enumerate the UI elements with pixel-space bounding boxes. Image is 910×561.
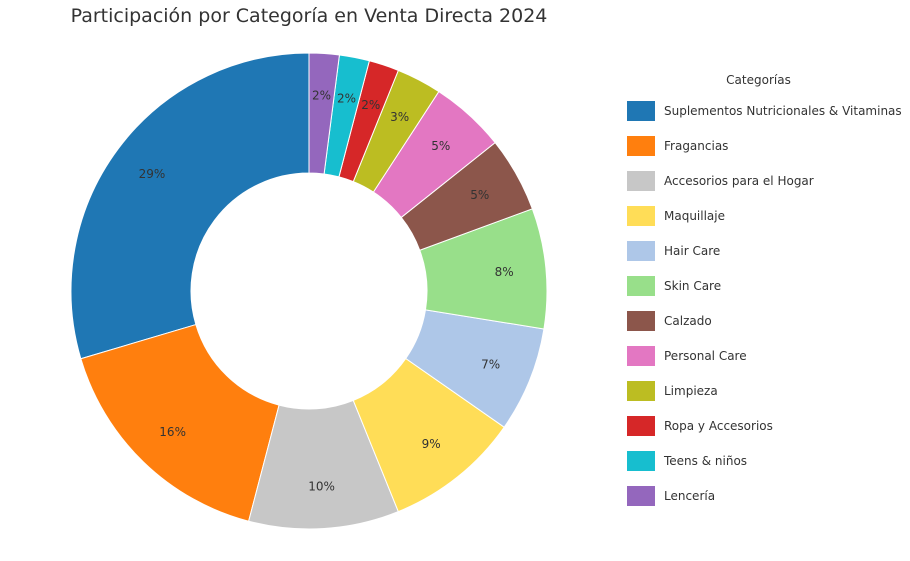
slice-label-9: 2% xyxy=(361,98,380,112)
legend-swatch xyxy=(627,276,655,296)
pie-slice-1 xyxy=(80,323,280,522)
legend-label: Teens & niños xyxy=(664,454,748,468)
legend-swatch xyxy=(627,311,655,331)
legend-item-8: Limpieza xyxy=(626,381,906,405)
legend-item-11: Lencería xyxy=(626,486,906,510)
legend-item-7: Personal Care xyxy=(626,346,906,370)
legend-item-5: Skin Care xyxy=(626,276,906,300)
slice-label-5: 8% xyxy=(495,265,514,279)
legend-label: Calzado xyxy=(664,314,712,328)
legend-swatch xyxy=(627,416,655,436)
legend-swatch xyxy=(627,171,655,191)
legend-swatch xyxy=(627,486,655,506)
legend-label: Skin Care xyxy=(664,279,722,293)
legend-item-0: Suplementos Nutricionales & Vitaminas xyxy=(626,101,906,125)
legend-label: Suplementos Nutricionales & Vitaminas xyxy=(664,104,902,118)
pie-slice-0 xyxy=(70,52,310,360)
legend-item-3: Maquillaje xyxy=(626,206,906,230)
slice-label-7: 5% xyxy=(431,139,450,153)
slice-label-11: 2% xyxy=(312,88,331,102)
legend-label: Lencería xyxy=(664,489,716,503)
legend-item-6: Calzado xyxy=(626,311,906,335)
legend-item-9: Ropa y Accesorios xyxy=(626,416,906,440)
legend-item-10: Teens & niños xyxy=(626,451,906,475)
legend-item-2: Accesorios para el Hogar xyxy=(626,171,906,195)
legend-swatch xyxy=(627,101,655,121)
legend-swatch xyxy=(627,241,655,261)
legend-label: Accesorios para el Hogar xyxy=(664,174,814,188)
legend-label: Personal Care xyxy=(664,349,747,363)
chart-title: Participación por Categoría en Venta Dir… xyxy=(70,5,548,27)
legend-swatch xyxy=(627,346,655,366)
slice-label-3: 9% xyxy=(422,437,441,451)
slice-label-4: 7% xyxy=(481,358,500,372)
legend-label: Hair Care xyxy=(664,244,721,258)
slice-label-1: 16% xyxy=(159,425,186,439)
legend-swatch xyxy=(627,136,655,156)
legend-label: Ropa y Accesorios xyxy=(664,419,773,433)
donut-chart: 29% 16% 10% 9% 7% 8% 5% 5% 3% 2% 2% 2% xyxy=(70,52,548,530)
pie-slice-11 xyxy=(308,52,340,175)
legend-item-4: Hair Care xyxy=(626,241,906,265)
legend-title: Categorías xyxy=(726,73,791,87)
slice-label-2: 10% xyxy=(308,480,335,494)
slice-label-0: 29% xyxy=(139,167,166,181)
slice-label-10: 2% xyxy=(337,92,356,106)
legend-swatch xyxy=(627,451,655,471)
slice-label-8: 3% xyxy=(390,110,409,124)
legend-label: Limpieza xyxy=(664,384,718,398)
legend-swatch xyxy=(627,206,655,226)
legend-label: Maquillaje xyxy=(664,209,726,223)
slice-label-6: 5% xyxy=(470,188,489,202)
legend-item-1: Fragancias xyxy=(626,136,906,160)
legend-swatch xyxy=(627,381,655,401)
legend-label: Fragancias xyxy=(664,139,729,153)
